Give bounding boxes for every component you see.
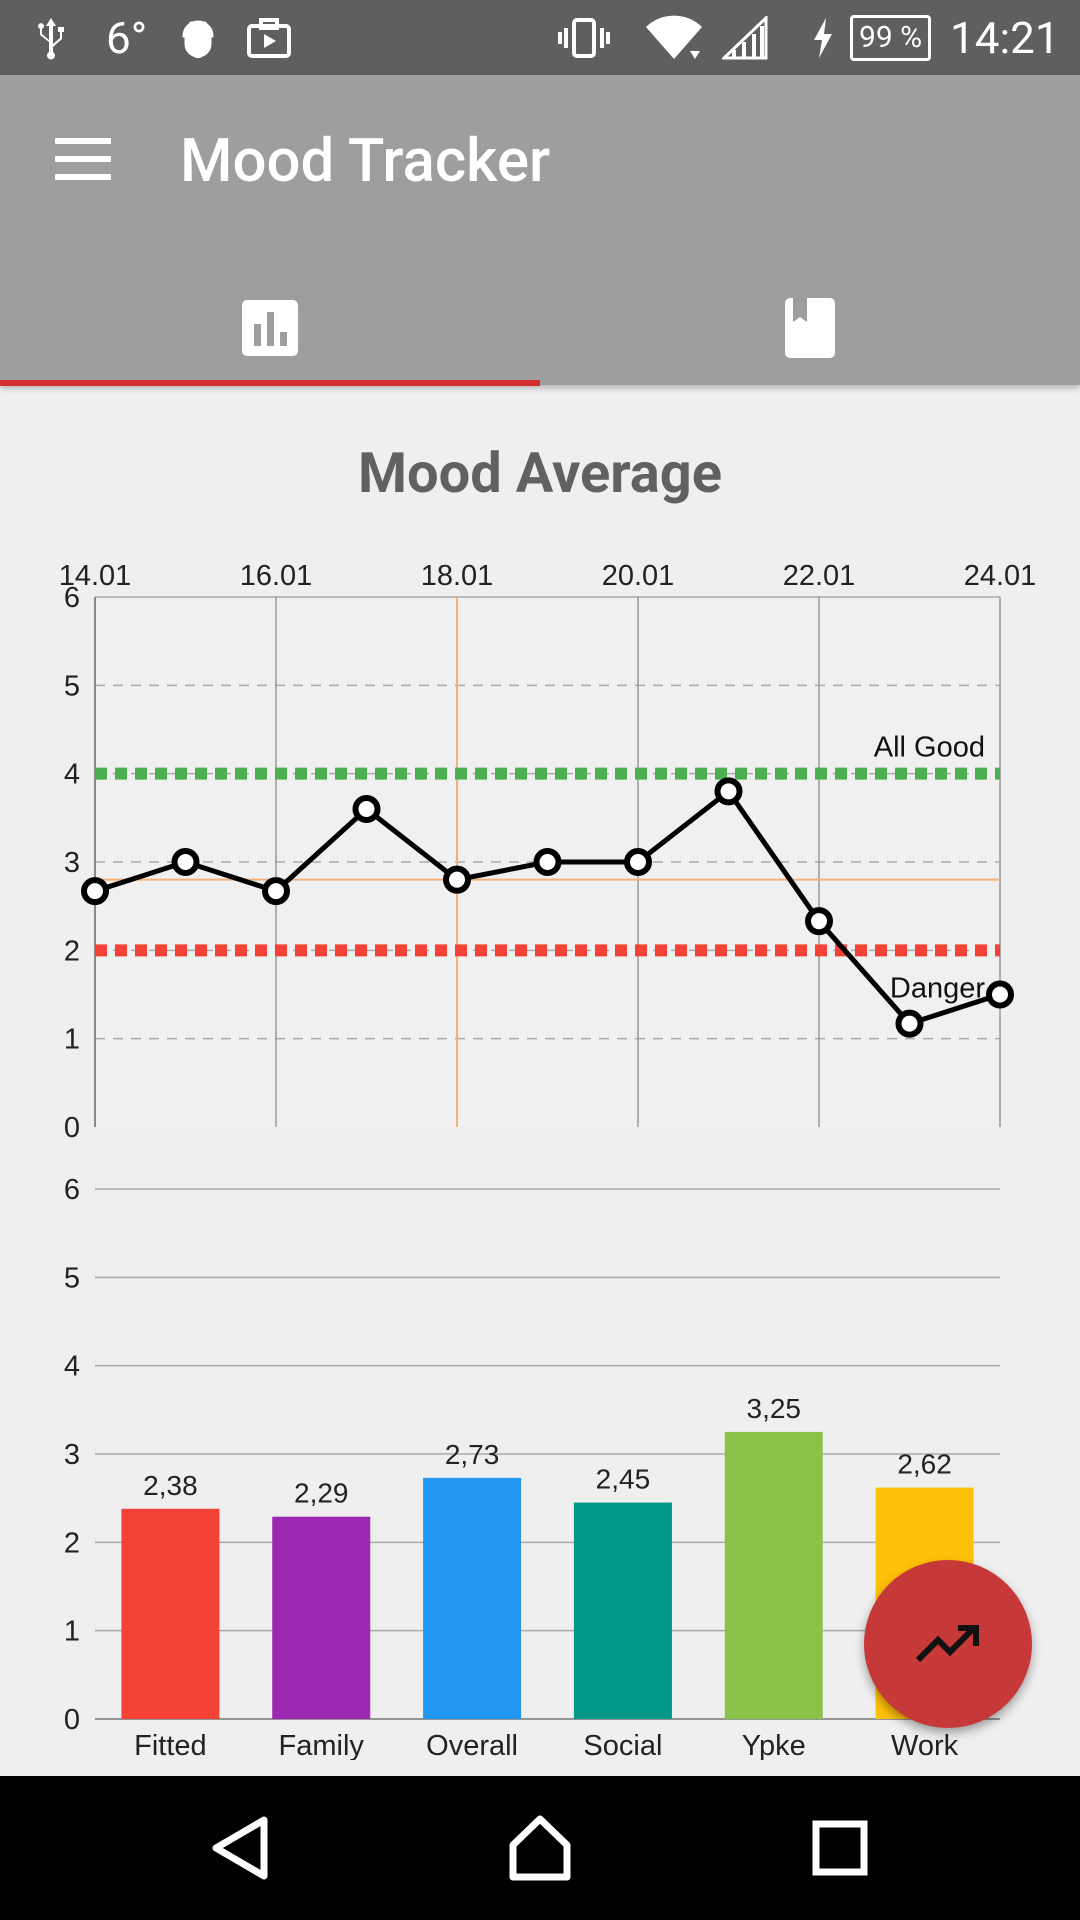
limit-label-danger: Danger: [890, 972, 985, 1004]
bar-category-label: Overall: [426, 1730, 518, 1760]
tab-statistics[interactable]: [0, 270, 540, 385]
x-tick-label: 24.01: [964, 560, 1037, 592]
data-point: [986, 980, 1014, 1009]
y-tick-label: 6: [64, 582, 80, 614]
x-tick-label: 22.01: [783, 560, 856, 592]
battery-indicator: 99 %: [850, 0, 932, 75]
tab-journal[interactable]: [540, 270, 1080, 385]
bar-y-tick-label: 1: [64, 1616, 80, 1648]
temperature-text: 6°: [106, 11, 148, 64]
bar-value-label: 2,45: [596, 1464, 651, 1495]
screencast-icon: [246, 0, 292, 75]
data-point: [443, 865, 471, 894]
bar-category-label: Fitted: [134, 1730, 207, 1760]
clock: 14:21: [950, 11, 1060, 64]
chart-title: Mood Average: [358, 440, 722, 506]
charging-icon: [810, 0, 836, 75]
trending-icon: [916, 1625, 979, 1663]
data-point: [624, 848, 652, 876]
status-bar: 6° 99 % 14:21: [0, 0, 1080, 75]
back-icon[interactable]: [190, 1798, 290, 1898]
bar-value-label: 3,25: [747, 1393, 802, 1424]
usb-icon: [34, 0, 68, 75]
recents-icon[interactable]: [790, 1798, 890, 1898]
app-bar: Mood Tracker: [0, 75, 1080, 386]
bar-category-label: Family: [279, 1730, 365, 1760]
android-debug-icon: [178, 0, 218, 75]
mood-line-chart: 14.01 16.01 18.01 20.01 22.01 24.01 0 1 2 3 4 5 6 All…: [59, 560, 1037, 1140]
bar-family: [272, 1516, 371, 1719]
vibrate-icon: [556, 0, 612, 75]
bar-social: [573, 1502, 672, 1719]
battery-text: 99 %: [850, 14, 932, 61]
bar-y-tick-label: 0: [64, 1704, 80, 1736]
menu-icon[interactable]: [55, 138, 111, 180]
bar-y-tick-label: 6: [64, 1174, 80, 1206]
navigation-bar: [0, 1776, 1080, 1920]
bar-y-tick-label: 4: [64, 1351, 80, 1383]
data-point: [714, 777, 743, 806]
x-tick-label: 18.01: [421, 560, 494, 592]
data-point: [352, 795, 381, 823]
y-tick-label: 3: [64, 847, 80, 879]
y-tick-label: 0: [64, 1112, 80, 1140]
y-tick-label: 2: [64, 935, 80, 967]
limit-label-all-good: All Good: [874, 732, 985, 764]
bar-value-label: 2,29: [294, 1478, 349, 1509]
bookmark-book-icon: [785, 297, 835, 358]
y-tick-label: 1: [64, 1024, 80, 1056]
bar-value-label: 2,62: [897, 1449, 952, 1480]
home-icon[interactable]: [490, 1798, 590, 1898]
bar-category-label: Work: [891, 1730, 959, 1760]
data-point: [533, 848, 562, 876]
bar-ypke: [724, 1431, 823, 1719]
bar-value-label: 2,38: [143, 1470, 198, 1501]
bar-y-tick-label: 5: [64, 1262, 80, 1294]
bar-overall: [423, 1477, 522, 1719]
signal-icon: [722, 0, 768, 75]
wifi-icon: [644, 0, 704, 75]
data-point: [895, 1009, 924, 1038]
bar-category-label: Ypke: [742, 1730, 806, 1760]
bar-chart-icon: [242, 299, 298, 356]
bar-value-label: 2,73: [445, 1439, 500, 1470]
trend-fab-button[interactable]: [864, 1560, 1032, 1728]
app-title: Mood Tracker: [180, 125, 551, 196]
bar-y-tick-label: 3: [64, 1439, 80, 1471]
bar-fitted: [121, 1508, 220, 1719]
y-tick-label: 4: [64, 759, 80, 791]
x-tick-label: 14.01: [59, 560, 132, 592]
y-tick-label: 5: [64, 670, 80, 702]
bar-y-tick-label: 2: [64, 1527, 80, 1559]
x-tick-label: 16.01: [240, 560, 313, 592]
x-tick-label: 20.01: [602, 560, 675, 592]
data-point: [262, 877, 290, 906]
data-point: [81, 877, 109, 906]
tab-indicator: [0, 380, 540, 386]
data-point: [171, 848, 200, 876]
bar-category-label: Social: [583, 1730, 662, 1760]
data-point: [805, 907, 833, 936]
